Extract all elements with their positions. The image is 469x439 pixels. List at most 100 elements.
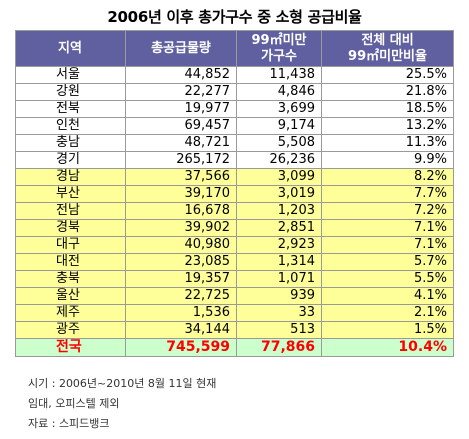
cell-small: 1,071 [236, 270, 322, 288]
cell-ratio: 13.2% [321, 117, 454, 135]
cell-ratio: 21.8% [321, 83, 454, 101]
header-small-line1: 99㎡미만 [251, 32, 307, 48]
cell-ratio: 11.3% [321, 134, 454, 152]
table-row: 광주 34,144 513 1.5% [15, 321, 454, 339]
cell-ratio: 2.1% [321, 304, 454, 322]
cell-region: 전북 [15, 100, 126, 118]
table-row: 인천 69,457 9,174 13.2% [15, 117, 454, 135]
header-row: 지역 총공급물량 99㎡미만 가구수 전체 대비 99㎡미만비율 [15, 30, 454, 67]
cell-small: 33 [236, 304, 322, 322]
cell-supply: 19,357 [125, 270, 237, 288]
table-row: 서울 44,852 11,438 25.5% [15, 66, 454, 84]
cell-small: 939 [236, 287, 322, 305]
header-region: 지역 [15, 30, 126, 67]
cell-small: 4,846 [236, 83, 322, 101]
cell-small: 2,851 [236, 219, 322, 237]
cell-supply: 37,566 [125, 168, 237, 186]
supply-ratio-table: 지역 총공급물량 99㎡미만 가구수 전체 대비 99㎡미만비율 서울 44,85… [15, 30, 454, 357]
cell-supply: 19,977 [125, 100, 237, 118]
note-exclusion: 임대, 오피스텔 제외 [28, 397, 120, 410]
cell-small: 3,699 [236, 100, 322, 118]
cell-ratio: 7.1% [321, 236, 454, 254]
cell-small: 1,314 [236, 253, 322, 271]
cell-supply: 23,085 [125, 253, 237, 271]
cell-ratio: 9.9% [321, 151, 454, 169]
cell-supply: 16,678 [125, 202, 237, 220]
cell-supply: 1,536 [125, 304, 237, 322]
total-ratio: 10.4% [321, 338, 454, 357]
table-row: 전북 19,977 3,699 18.5% [15, 100, 454, 118]
cell-region: 경북 [15, 219, 126, 237]
table-row: 울산 22,725 939 4.1% [15, 287, 454, 305]
table-row: 충북 19,357 1,071 5.5% [15, 270, 454, 288]
table-row: 강원 22,277 4,846 21.8% [15, 83, 454, 101]
cell-small: 3,019 [236, 185, 322, 203]
cell-region: 경기 [15, 151, 126, 169]
cell-region: 대전 [15, 253, 126, 271]
cell-region: 강원 [15, 83, 126, 101]
table-row: 제주 1,536 33 2.1% [15, 304, 454, 322]
cell-supply: 34,144 [125, 321, 237, 339]
total-supply: 745,599 [125, 338, 237, 357]
header-ratio-line2: 99㎡미만비율 [348, 48, 427, 64]
header-total-supply: 총공급물량 [125, 30, 237, 67]
cell-ratio: 7.1% [321, 219, 454, 237]
cell-region: 울산 [15, 287, 126, 305]
cell-ratio: 25.5% [321, 66, 454, 84]
footnotes: 시기 : 2006년~2010년 8월 11일 현재 임대, 오피스텔 제외 자… [28, 374, 216, 434]
table-row: 충남 48,721 5,508 11.3% [15, 134, 454, 152]
header-small-households: 99㎡미만 가구수 [236, 30, 322, 67]
cell-region: 인천 [15, 117, 126, 135]
table-row: 부산 39,170 3,019 7.7% [15, 185, 454, 203]
table-row: 경남 37,566 3,099 8.2% [15, 168, 454, 186]
cell-ratio: 7.7% [321, 185, 454, 203]
cell-small: 5,508 [236, 134, 322, 152]
cell-region: 서울 [15, 66, 126, 84]
header-ratio: 전체 대비 99㎡미만비율 [321, 30, 454, 67]
total-row: 전국 745,599 77,866 10.4% [15, 338, 454, 357]
cell-region: 충북 [15, 270, 126, 288]
table-title: 2006년 이후 총가구수 중 소형 공급비율 [107, 8, 362, 26]
cell-small: 3,099 [236, 168, 322, 186]
cell-ratio: 18.5% [321, 100, 454, 118]
cell-small: 26,236 [236, 151, 322, 169]
table-row: 대전 23,085 1,314 5.7% [15, 253, 454, 271]
cell-supply: 48,721 [125, 134, 237, 152]
cell-supply: 265,172 [125, 151, 237, 169]
cell-small: 513 [236, 321, 322, 339]
cell-region: 광주 [15, 321, 126, 339]
cell-small: 9,174 [236, 117, 322, 135]
total-region: 전국 [15, 338, 126, 357]
cell-region: 전남 [15, 202, 126, 220]
note-source: 자료 : 스피드뱅크 [28, 417, 110, 430]
cell-small: 2,923 [236, 236, 322, 254]
note-period: 시기 : 2006년~2010년 8월 11일 현재 [28, 377, 217, 390]
cell-ratio: 1.5% [321, 321, 454, 339]
cell-supply: 39,902 [125, 219, 237, 237]
cell-small: 1,203 [236, 202, 322, 220]
cell-region: 제주 [15, 304, 126, 322]
cell-region: 부산 [15, 185, 126, 203]
cell-ratio: 5.7% [321, 253, 454, 271]
cell-small: 11,438 [236, 66, 322, 84]
cell-supply: 39,170 [125, 185, 237, 203]
cell-region: 경남 [15, 168, 126, 186]
cell-supply: 22,277 [125, 83, 237, 101]
header-small-line2: 가구수 [261, 48, 297, 64]
table-row: 전남 16,678 1,203 7.2% [15, 202, 454, 220]
table-row: 경북 39,902 2,851 7.1% [15, 219, 454, 237]
cell-ratio: 7.2% [321, 202, 454, 220]
cell-region: 대구 [15, 236, 126, 254]
cell-ratio: 8.2% [321, 168, 454, 186]
total-small: 77,866 [236, 338, 322, 357]
table-row: 경기 265,172 26,236 9.9% [15, 151, 454, 169]
cell-supply: 40,980 [125, 236, 237, 254]
cell-ratio: 4.1% [321, 287, 454, 305]
header-ratio-line1: 전체 대비 [361, 32, 414, 48]
cell-supply: 22,725 [125, 287, 237, 305]
cell-region: 충남 [15, 134, 126, 152]
cell-ratio: 5.5% [321, 270, 454, 288]
cell-supply: 44,852 [125, 66, 237, 84]
table-row: 대구 40,980 2,923 7.1% [15, 236, 454, 254]
cell-supply: 69,457 [125, 117, 237, 135]
